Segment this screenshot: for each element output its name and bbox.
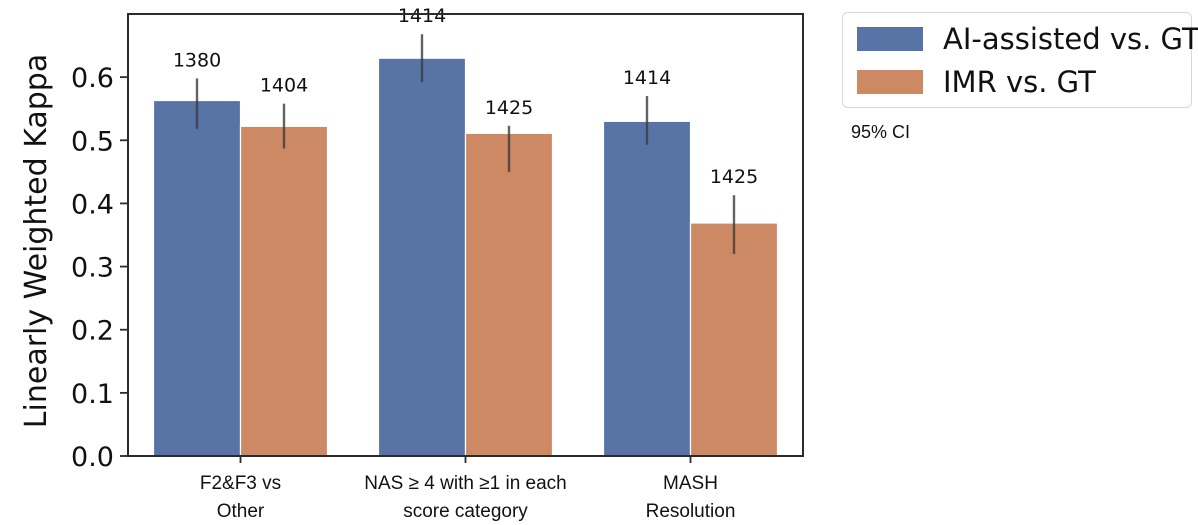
x-tick-label-line: NAS ≥ 4 with ≥1 in each: [364, 473, 567, 494]
bar-ai-assisted-1: [377, 57, 467, 457]
x-tick-label-2: MASH Resolution: [566, 470, 816, 525]
bar-ai-assisted-2: [602, 120, 692, 457]
x-tick-label-line: Resolution: [645, 501, 736, 522]
count-label-ai-assisted-1: 1414: [398, 5, 446, 27]
legend-swatch-imr: [857, 70, 923, 94]
x-tick-label-line: MASH: [663, 473, 718, 494]
x-tick-label-0: F2&F3 vs Other: [116, 470, 366, 525]
legend-label-imr: IMR vs. GT: [943, 65, 1096, 99]
bar-imr-2: [689, 222, 779, 457]
count-label-ai-assisted-2: 1414: [623, 67, 671, 89]
ci-annotation: 95% CI: [851, 122, 911, 142]
bar-imr-1: [464, 132, 554, 457]
bar-imr-0: [239, 125, 329, 457]
legend-item-imr: IMR vs. GT: [857, 64, 1096, 100]
y-tick-label-5: 0.5: [71, 126, 114, 157]
count-label-imr-0: 1404: [260, 75, 308, 97]
x-tick-label-line: score category: [403, 501, 528, 522]
y-axis-label: Linearly Weighted Kappa: [19, 54, 54, 428]
y-tick-label-4: 0.4: [71, 189, 114, 220]
y-tick-label-0: 0.0: [71, 442, 114, 473]
legend-swatch-ai-assisted: [857, 27, 923, 51]
x-tick-label-line: Other: [216, 501, 265, 522]
y-tick-label-2: 0.2: [71, 316, 114, 347]
x-tick-label-1: NAS ≥ 4 with ≥1 in each score category: [341, 470, 591, 525]
legend: AI-assisted vs. GT IMR vs. GT: [842, 12, 1198, 108]
count-label-ai-assisted-0: 1380: [173, 49, 221, 71]
y-tick-label-6: 0.6: [71, 63, 114, 94]
y-tick-label-1: 0.1: [71, 379, 114, 410]
legend-label-ai-assisted: AI-assisted vs. GT: [943, 22, 1198, 56]
bar-ai-assisted-0: [152, 99, 242, 457]
y-tick-label-3: 0.3: [71, 253, 114, 284]
count-label-imr-1: 1425: [485, 97, 533, 119]
legend-item-ai-assisted: AI-assisted vs. GT: [857, 21, 1198, 57]
x-tick-label-line: F2&F3 vs: [199, 473, 282, 494]
count-label-imr-2: 1425: [710, 166, 758, 188]
